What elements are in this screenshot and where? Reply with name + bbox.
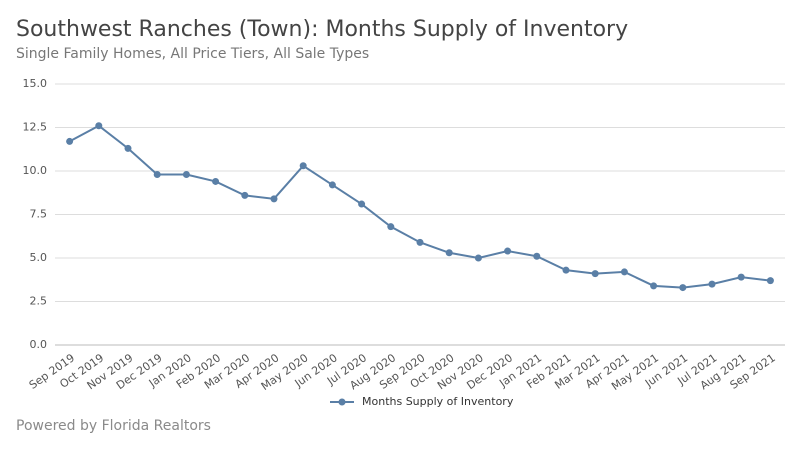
point [387,223,395,231]
point [562,266,570,274]
point [153,170,161,178]
point [241,191,249,199]
point [679,284,687,292]
y-tick-label: 5.0 [30,251,48,264]
point [504,247,512,255]
y-tick-label: 10.0 [23,164,48,177]
point [95,122,103,130]
point [358,200,366,208]
point [66,137,74,145]
legend-label: Months Supply of Inventory [362,395,514,408]
point [474,254,482,262]
point [416,238,424,246]
y-tick-label: 2.5 [30,295,48,308]
point [533,252,541,260]
point [766,277,774,285]
point [182,170,190,178]
point [124,144,132,152]
point [737,273,745,281]
point [591,270,599,278]
y-tick-label: 15.0 [23,77,48,90]
point [708,280,716,288]
y-tick-label: 7.5 [30,208,48,221]
y-tick-label: 0.0 [30,338,48,351]
legend-symbol [338,398,346,406]
point [650,282,658,290]
point [270,195,278,203]
point [299,162,307,170]
source-note: Powered by Florida Realtors [16,418,211,434]
y-tick-label: 12.5 [23,121,48,134]
chart-subtitle: Single Family Homes, All Price Tiers, Al… [16,46,369,62]
point [212,177,220,185]
line [69,124,771,289]
point [620,268,628,276]
point [328,181,336,189]
chart-title: Southwest Ranches (Town): Months Supply … [16,17,628,42]
point [445,249,453,257]
